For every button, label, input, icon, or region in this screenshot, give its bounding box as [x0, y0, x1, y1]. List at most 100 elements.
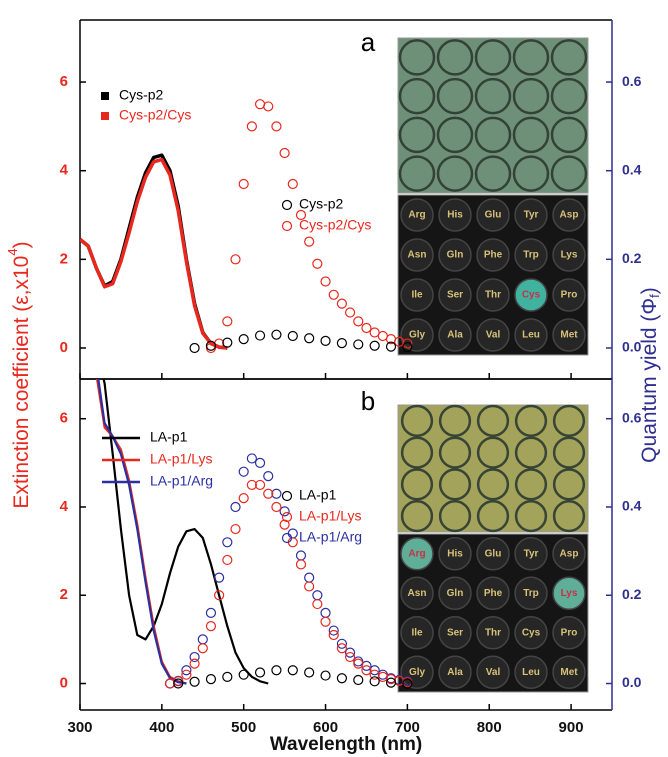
- data-point: [271, 665, 282, 676]
- data-point: [304, 333, 315, 344]
- data-point: [205, 674, 217, 685]
- well-top: [400, 500, 434, 533]
- well-label: Leu: [522, 667, 540, 678]
- legend-label: LA-p1/Arg: [150, 473, 213, 489]
- data-point: [189, 676, 200, 687]
- data-point: [402, 678, 413, 689]
- well: [514, 198, 548, 232]
- legend-label: LA-p1/Lys: [299, 508, 362, 524]
- data-point: [287, 178, 298, 190]
- data-point: [353, 339, 364, 350]
- well: [476, 278, 510, 312]
- well-top: [512, 39, 550, 76]
- well-label: Lys: [561, 588, 578, 599]
- well: [476, 318, 510, 352]
- data-point: [287, 330, 298, 342]
- y2-axis-title: Quantum yield (Φf): [638, 287, 663, 463]
- well-top: [436, 116, 474, 154]
- data-point: [295, 209, 307, 221]
- well-top: [398, 77, 436, 115]
- x-tick-label: 700: [395, 719, 420, 736]
- well-label: Asn: [408, 250, 427, 261]
- well-top: [474, 155, 512, 192]
- well-top: [550, 155, 588, 192]
- data-point: [304, 572, 315, 583]
- well-top: [514, 404, 548, 437]
- well-top: [438, 436, 472, 469]
- data-point: [295, 559, 307, 570]
- well-label: Phe: [484, 250, 503, 261]
- data-point: [222, 554, 233, 566]
- well-label: Ile: [411, 627, 423, 638]
- well-label: Asn: [408, 588, 427, 599]
- well-label: Val: [486, 330, 501, 341]
- data-point: [336, 298, 348, 309]
- data-point: [369, 327, 380, 338]
- plot-area: [80, 99, 413, 354]
- y2-tick-label: 0.0: [622, 339, 642, 355]
- well-label: Tyr: [524, 210, 539, 221]
- well-label: Trp: [523, 588, 539, 599]
- well-top: [476, 500, 510, 533]
- well-top: [514, 500, 548, 533]
- well-top: [552, 500, 586, 533]
- well: [438, 576, 472, 610]
- x-tick-label: 600: [313, 719, 338, 736]
- y2-tick-label: 0.6: [622, 73, 642, 89]
- data-point: [369, 340, 380, 351]
- well-top: [550, 116, 588, 154]
- data-point: [271, 501, 282, 513]
- well-top: [476, 404, 510, 437]
- data-point: [238, 178, 249, 190]
- data-point: [254, 667, 266, 678]
- well-label: Pro: [561, 627, 578, 638]
- y-title-end: ): [10, 241, 33, 248]
- well: [552, 278, 586, 312]
- data-point: [271, 488, 282, 499]
- well-label: Tyr: [524, 548, 539, 559]
- data-point: [230, 254, 241, 265]
- data-point: [181, 665, 192, 676]
- y2-title-end: ): [638, 287, 661, 294]
- x-axis-title: Wavelength (nm): [270, 734, 422, 755]
- x-tick-label: 800: [477, 719, 502, 736]
- well: [476, 616, 510, 650]
- well-top: [438, 468, 472, 501]
- y-tick-label: 4: [60, 162, 69, 179]
- well-label: Gln: [447, 250, 464, 261]
- well-label: Met: [560, 330, 578, 341]
- well-label: Pro: [561, 290, 578, 301]
- data-point: [173, 678, 184, 689]
- data-point: [271, 121, 282, 132]
- data-point: [336, 673, 348, 684]
- panel-label: a: [361, 27, 376, 57]
- data-line: [95, 379, 187, 685]
- legend-label: Cys-p2/Cys: [119, 107, 191, 123]
- y2-tick-label: 0.4: [622, 498, 642, 514]
- y2-tick-label: 0.2: [622, 250, 642, 266]
- well-top: [512, 77, 550, 115]
- data-point: [304, 667, 315, 678]
- data-point: [361, 665, 372, 676]
- well-label: Thr: [485, 290, 501, 301]
- well: [514, 576, 548, 610]
- x-tick-label: 500: [231, 719, 256, 736]
- legend-label: Cys-p2/Cys: [299, 217, 371, 233]
- well-top: [512, 155, 550, 192]
- well-top: [474, 77, 512, 115]
- data-point: [353, 316, 364, 327]
- data-point: [304, 581, 315, 592]
- y-tick-label: 6: [60, 410, 68, 427]
- well: [514, 318, 548, 352]
- y-tick-label: 2: [60, 586, 68, 603]
- legend-label: LA-p1/Lys: [150, 451, 213, 467]
- data-point: [287, 528, 298, 539]
- data-point: [238, 669, 249, 680]
- well-label: Asp: [560, 210, 579, 221]
- well-label: Ser: [447, 290, 463, 301]
- well: [438, 537, 472, 571]
- well-label: Gln: [447, 588, 464, 599]
- well-top: [398, 116, 436, 154]
- x-tick-label: 400: [149, 719, 174, 736]
- well: [476, 655, 510, 689]
